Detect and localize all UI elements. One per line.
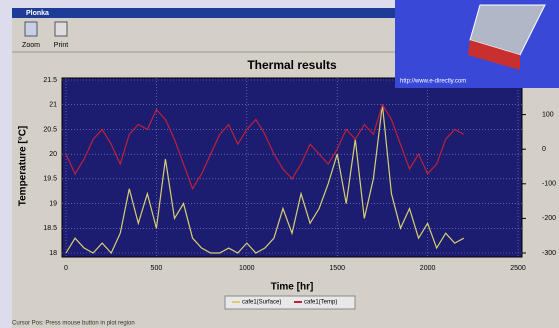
y-tick-label: 19 — [49, 200, 57, 207]
x-axis-label: Time [hr] — [271, 282, 314, 293]
legend-label: cafe1(Surface) — [242, 300, 281, 306]
chart-title: Thermal results — [247, 58, 337, 72]
status-bar: Cursor Pos: Press mouse button in plot r… — [12, 321, 135, 327]
y-tick-label: 19.5 — [43, 176, 57, 183]
x-tick-label: 0 — [64, 265, 68, 272]
y-tick-label: 18 — [49, 250, 57, 257]
screen: Plonka Zoom Print Thermal results Temper… — [0, 0, 559, 328]
overlay-url: http://www.e-directly.com — [400, 79, 466, 85]
legend-label: cafe1(Temp) — [304, 300, 337, 306]
y-tick-label: 18.5 — [43, 225, 57, 232]
y2-tick-label: 0 — [542, 146, 546, 153]
x-tick-label: 1000 — [239, 265, 255, 272]
zoom-icon[interactable] — [25, 22, 37, 36]
y-tick-label: 21 — [49, 102, 57, 109]
x-tick-label: 2500 — [510, 265, 526, 272]
toolbar-button[interactable]: Print — [54, 42, 68, 49]
y-tick-label: 20 — [49, 151, 57, 158]
y-tick-label: 21.5 — [43, 77, 57, 84]
x-tick-label: 500 — [151, 265, 163, 272]
y2-tick-label: 100 — [542, 111, 554, 118]
y2-tick-label: -200 — [542, 215, 556, 222]
x-tick-label: 2000 — [420, 265, 436, 272]
toolbar-button[interactable]: Zoom — [22, 42, 40, 49]
y-axis-label: Temperature [°C] — [18, 126, 29, 207]
y2-tick-label: -100 — [542, 181, 556, 188]
y-tick-label: 20.5 — [43, 126, 57, 133]
y2-tick-label: -300 — [542, 250, 556, 257]
print-icon[interactable] — [55, 22, 67, 36]
x-tick-label: 1500 — [329, 265, 345, 272]
window-title: Plonka — [26, 10, 49, 17]
